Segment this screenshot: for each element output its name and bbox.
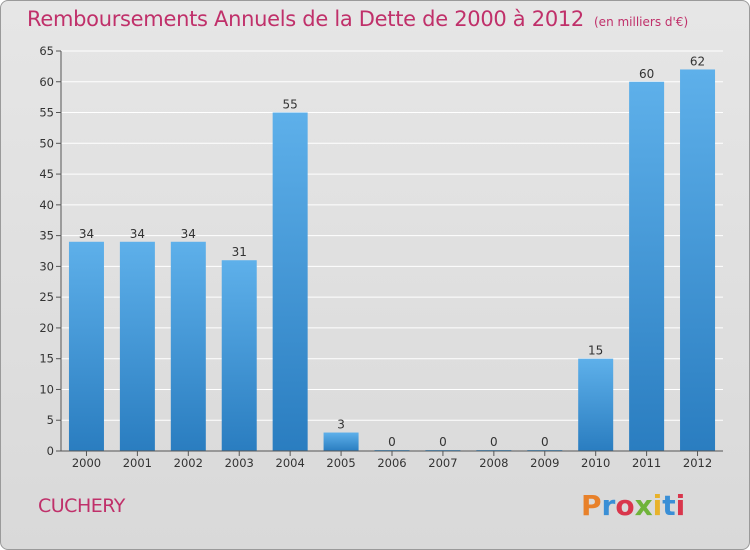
bar-value-label: 3	[337, 418, 345, 432]
bar-value-label: 55	[283, 98, 298, 112]
x-tick-label: 2005	[326, 456, 355, 470]
logo-letter: r	[601, 489, 616, 522]
y-tick-label: 55	[39, 106, 54, 120]
bar-value-label: 34	[79, 227, 94, 241]
logo-letter: P	[581, 489, 602, 522]
y-tick-label: 35	[39, 229, 54, 243]
y-tick-label: 65	[39, 44, 54, 58]
bar	[170, 241, 206, 451]
y-tick-label: 15	[39, 352, 54, 366]
y-tick-label: 5	[47, 413, 54, 427]
bar	[629, 81, 665, 452]
x-tick-label: 2012	[683, 456, 712, 470]
x-tick-label: 2007	[428, 456, 457, 470]
x-tick-label: 2008	[479, 456, 508, 470]
bar	[680, 69, 716, 451]
bar-value-label: 0	[541, 435, 549, 449]
chart-subtitle: (en milliers d'€)	[594, 15, 689, 29]
y-tick-label: 25	[39, 290, 54, 304]
bar	[323, 432, 359, 451]
y-tick-label: 45	[39, 167, 54, 181]
x-tick-label: 2002	[174, 456, 203, 470]
bar-value-label: 0	[388, 435, 396, 449]
y-tick-label: 40	[39, 198, 54, 212]
bar-value-label: 0	[439, 435, 447, 449]
bar	[272, 112, 308, 452]
logo-letter: i	[675, 489, 686, 522]
y-tick-label: 10	[39, 382, 54, 396]
x-tick-label: 2011	[632, 456, 661, 470]
bar	[68, 241, 104, 451]
y-tick-label: 0	[47, 444, 54, 458]
commune-name: CUCHERY	[38, 495, 125, 517]
logo-letter: t	[662, 489, 676, 522]
bar-value-label: 15	[588, 344, 603, 358]
bar-value-label: 34	[130, 227, 145, 241]
logo-letter: x	[634, 489, 653, 522]
x-tick-label: 2003	[225, 456, 254, 470]
y-tick-label: 20	[39, 321, 54, 335]
y-tick-label: 60	[39, 75, 54, 89]
chart-title: Remboursements Annuels de la Dette de 20…	[27, 7, 688, 31]
y-tick-label: 50	[39, 136, 54, 150]
x-tick-label: 2001	[123, 456, 152, 470]
proxiti-logo: Proxiti	[581, 489, 685, 522]
bar-value-label: 62	[690, 54, 705, 68]
x-tick-label: 2010	[581, 456, 610, 470]
x-tick-label: 2009	[530, 456, 559, 470]
bar	[578, 358, 614, 451]
bar	[221, 260, 257, 451]
bar-value-label: 60	[639, 67, 654, 81]
bars: 34 34 34 31 55 3 0 0 0 0 15 60 62	[68, 54, 716, 452]
logo-letter: o	[615, 489, 635, 522]
y-tick-label: 30	[39, 259, 54, 273]
logo-letter: i	[652, 489, 663, 522]
chart-title-text: Remboursements Annuels de la Dette de 20…	[27, 7, 584, 31]
bar-value-label: 0	[490, 435, 498, 449]
x-tick-label: 2006	[377, 456, 406, 470]
x-tick-label: 2000	[72, 456, 101, 470]
grid-lines	[61, 50, 723, 452]
bar-value-label: 31	[232, 245, 247, 259]
bar	[119, 241, 155, 451]
x-tick-label: 2004	[276, 456, 305, 470]
bar-value-label: 34	[181, 227, 196, 241]
